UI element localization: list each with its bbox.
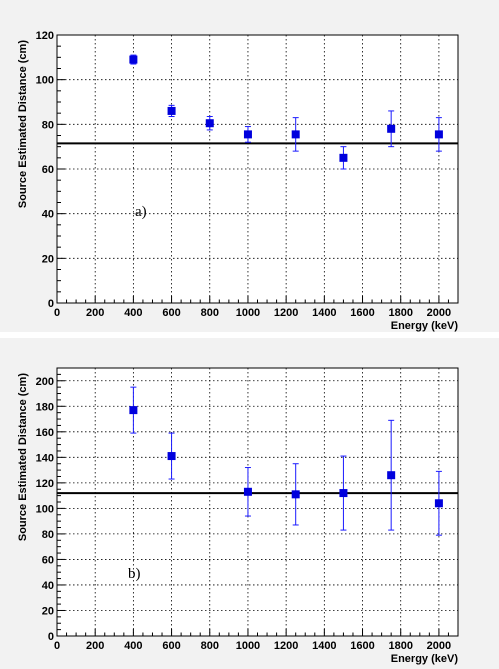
data-point (167, 452, 176, 461)
y-tick-label: 120 (36, 30, 54, 42)
y-tick-label: 140 (36, 452, 54, 464)
y-tick-label: 60 (42, 164, 54, 176)
panel-label-a: a) (135, 204, 147, 220)
y-axis-title-b: Source Estimated Distance (cm) (17, 373, 29, 541)
x-tick-label: 1000 (236, 640, 260, 652)
data-point (167, 106, 176, 115)
data-point (243, 130, 252, 139)
x-tick-label: 1600 (350, 307, 374, 319)
x-tick-label: 0 (54, 640, 60, 652)
y-tick-label: 20 (42, 605, 54, 617)
panel-separator (0, 332, 499, 338)
y-tick-label: 80 (42, 529, 54, 541)
x-tick-label: 400 (124, 640, 142, 652)
data-point (387, 471, 396, 480)
y-tick-label: 100 (36, 503, 54, 515)
y-tick-label: 60 (42, 554, 54, 566)
data-point (339, 489, 348, 498)
y-tick-label: 0 (48, 298, 54, 310)
x-tick-label: 1800 (388, 307, 412, 319)
data-point (434, 130, 443, 139)
data-point (291, 130, 300, 139)
y-tick-label: 40 (42, 580, 54, 592)
x-tick-label: 2000 (427, 307, 451, 319)
x-tick-label: 200 (86, 307, 104, 319)
chart-a-svg: 0 200 400 600 800 1000 1200 1400 1600 1800 2000 0 20… (17, 30, 459, 332)
y-tick-label: 180 (36, 401, 54, 413)
chart-panel-b: 0 200 400 600 800 1000 1200 1400 1600 1800 2000 0 20… (0, 338, 499, 669)
data-point (129, 406, 138, 415)
x-tick-label: 200 (86, 640, 104, 652)
x-tick-label: 1400 (312, 640, 336, 652)
grid-b (57, 368, 458, 636)
x-axis-title-a: Energy (keV) (391, 320, 459, 332)
y-tick-label: 20 (42, 253, 54, 265)
x-tick-label: 1600 (350, 640, 374, 652)
y-tick-label: 200 (36, 376, 54, 388)
data-point (243, 487, 252, 496)
x-tick-label: 1200 (274, 307, 298, 319)
x-tick-label: 800 (201, 640, 219, 652)
x-tick-label: 1200 (274, 640, 298, 652)
x-tick-label: 400 (124, 307, 142, 319)
data-point (434, 499, 443, 508)
x-tick-label: 1400 (312, 307, 336, 319)
y-axis-title-a: Source Estimated Distance (cm) (17, 40, 29, 208)
chart-b-svg: 0 200 400 600 800 1000 1200 1400 1600 1800 2000 0 20… (17, 367, 459, 665)
x-tick-label: 1800 (388, 640, 412, 652)
data-point (129, 55, 138, 64)
x-tick-label: 2000 (427, 640, 451, 652)
chart-panel-a: 0 200 400 600 800 1000 1200 1400 1600 1800 2000 0 20… (0, 0, 499, 332)
y-tick-label: 40 (42, 209, 54, 221)
points-b (129, 386, 443, 536)
x-tick-label: 1000 (236, 307, 260, 319)
y-tick-label: 120 (36, 478, 54, 490)
data-point (339, 153, 348, 162)
y-tick-label: 100 (36, 75, 54, 87)
ticks-b: 0 200 400 600 800 1000 1200 1400 1600 1800 2000 0 20… (36, 367, 459, 652)
x-tick-label: 600 (162, 640, 180, 652)
x-tick-label: 600 (162, 307, 180, 319)
ticks-a: 0 200 400 600 800 1000 1200 1400 1600 1800 2000 0 20… (36, 30, 459, 319)
x-tick-label: 0 (54, 307, 60, 319)
panel-label-b: b) (128, 566, 141, 582)
points-a (129, 54, 443, 170)
plot-frame-b (56, 367, 459, 637)
data-point (387, 124, 396, 133)
grid-a (57, 34, 458, 303)
y-tick-label: 0 (48, 631, 54, 643)
data-point (205, 119, 214, 128)
y-tick-label: 160 (36, 427, 54, 439)
y-tick-label: 80 (42, 119, 54, 131)
data-point (291, 490, 300, 499)
x-axis-title-b: Energy (keV) (391, 653, 459, 665)
x-tick-label: 800 (201, 307, 219, 319)
